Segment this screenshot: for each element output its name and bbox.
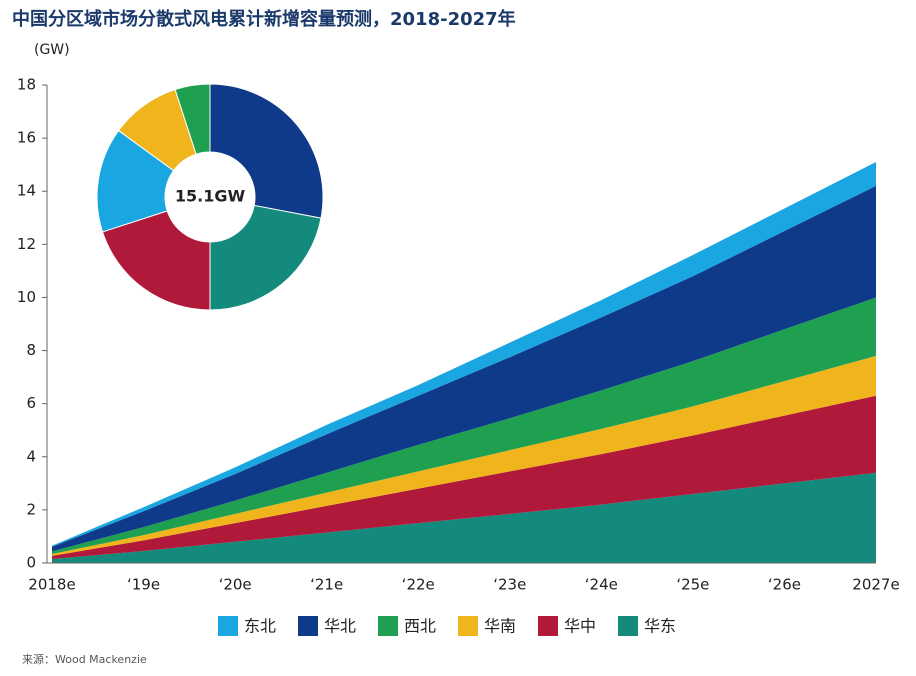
legend-label: 华东 xyxy=(644,617,676,636)
y-tick-label: 10 xyxy=(17,288,36,306)
y-tick-label: 6 xyxy=(26,394,36,412)
x-tick-label: ‘25e xyxy=(676,576,709,594)
legend-swatch xyxy=(378,616,398,636)
donut-slice xyxy=(209,204,322,311)
legend-label: 华南 xyxy=(484,617,516,636)
donut-slice xyxy=(96,129,175,233)
legend-swatch xyxy=(538,616,558,636)
y-tick-label: 2 xyxy=(26,500,36,518)
x-tick-label: ‘20e xyxy=(219,576,252,594)
chart-title: 中国分区域市场分散式风电累计新增容量预测，2018-2027年 xyxy=(12,8,516,30)
y-tick-label: 14 xyxy=(17,182,36,200)
x-tick-label: ‘22e xyxy=(402,576,435,594)
area xyxy=(52,472,876,563)
y-axis-label: (GW) xyxy=(34,42,70,58)
legend-label: 华北 xyxy=(324,617,356,636)
legend-label: 西北 xyxy=(404,617,436,636)
legend-swatch xyxy=(618,616,638,636)
x-tick-label: ‘24e xyxy=(585,576,618,594)
x-tick-label: ‘19e xyxy=(127,576,160,594)
area xyxy=(52,395,876,560)
y-tick-label: 8 xyxy=(26,341,36,359)
x-tick-label: 2018e xyxy=(28,576,75,594)
legend-swatch xyxy=(218,616,238,636)
legend-label: 华中 xyxy=(564,617,596,636)
donut-slice xyxy=(101,210,211,311)
y-tick-label: 4 xyxy=(26,447,36,465)
x-tick-label: ‘26e xyxy=(768,576,801,594)
donut-slice xyxy=(174,83,211,155)
y-tick-label: 16 xyxy=(17,129,36,147)
legend-swatch xyxy=(458,616,478,636)
donut-slice xyxy=(209,83,324,219)
legend-swatch xyxy=(298,616,318,636)
x-tick-label: ‘21e xyxy=(310,576,343,594)
donut-center-label: 15.1GW xyxy=(175,187,246,206)
x-tick-label: ‘23e xyxy=(493,576,526,594)
y-tick-label: 0 xyxy=(26,554,36,572)
x-tick-label: 2027e xyxy=(852,576,899,594)
legend-label: 东北 xyxy=(244,617,276,636)
y-tick-label: 18 xyxy=(17,76,36,94)
y-tick-label: 12 xyxy=(17,235,36,253)
source: 来源：Wood Mackenzie xyxy=(22,652,147,666)
